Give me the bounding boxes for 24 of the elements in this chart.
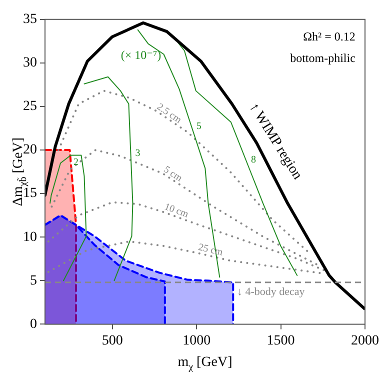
y-tick-label: 5 — [30, 273, 37, 288]
text: 5 cm — [161, 164, 184, 184]
annotation: Ωh² = 0.12 — [303, 30, 356, 44]
ref-line-label: ↓ 4-body decay — [237, 286, 306, 298]
text: 25 cm — [197, 242, 224, 258]
y-tick-label: 25 — [23, 99, 37, 114]
x-tick-label: 2000 — [351, 333, 379, 348]
y-tick-label: 20 — [23, 142, 37, 158]
text: 2.5 cm — [154, 102, 184, 126]
y-tick-label: 15 — [23, 186, 37, 202]
series-label: 2 — [73, 156, 78, 168]
y-tick-label: 30 — [23, 56, 37, 71]
text: 10 cm — [162, 201, 190, 220]
series-label: 3 — [135, 148, 140, 159]
x-tick-label: 1000 — [182, 333, 211, 348]
y-tick-label: 10 — [23, 230, 37, 245]
x-tick-label: 1500 — [266, 333, 295, 348]
series-label: 5 — [196, 121, 202, 132]
x-tick-label: 500 — [102, 333, 123, 348]
annotation: (× 10⁻⁷) — [120, 48, 162, 62]
series-label: 8 — [250, 154, 256, 166]
y-tick-label: 0 — [30, 316, 37, 332]
annotation: bottom-philic — [290, 51, 356, 66]
y-tick-label: 35 — [23, 12, 37, 28]
